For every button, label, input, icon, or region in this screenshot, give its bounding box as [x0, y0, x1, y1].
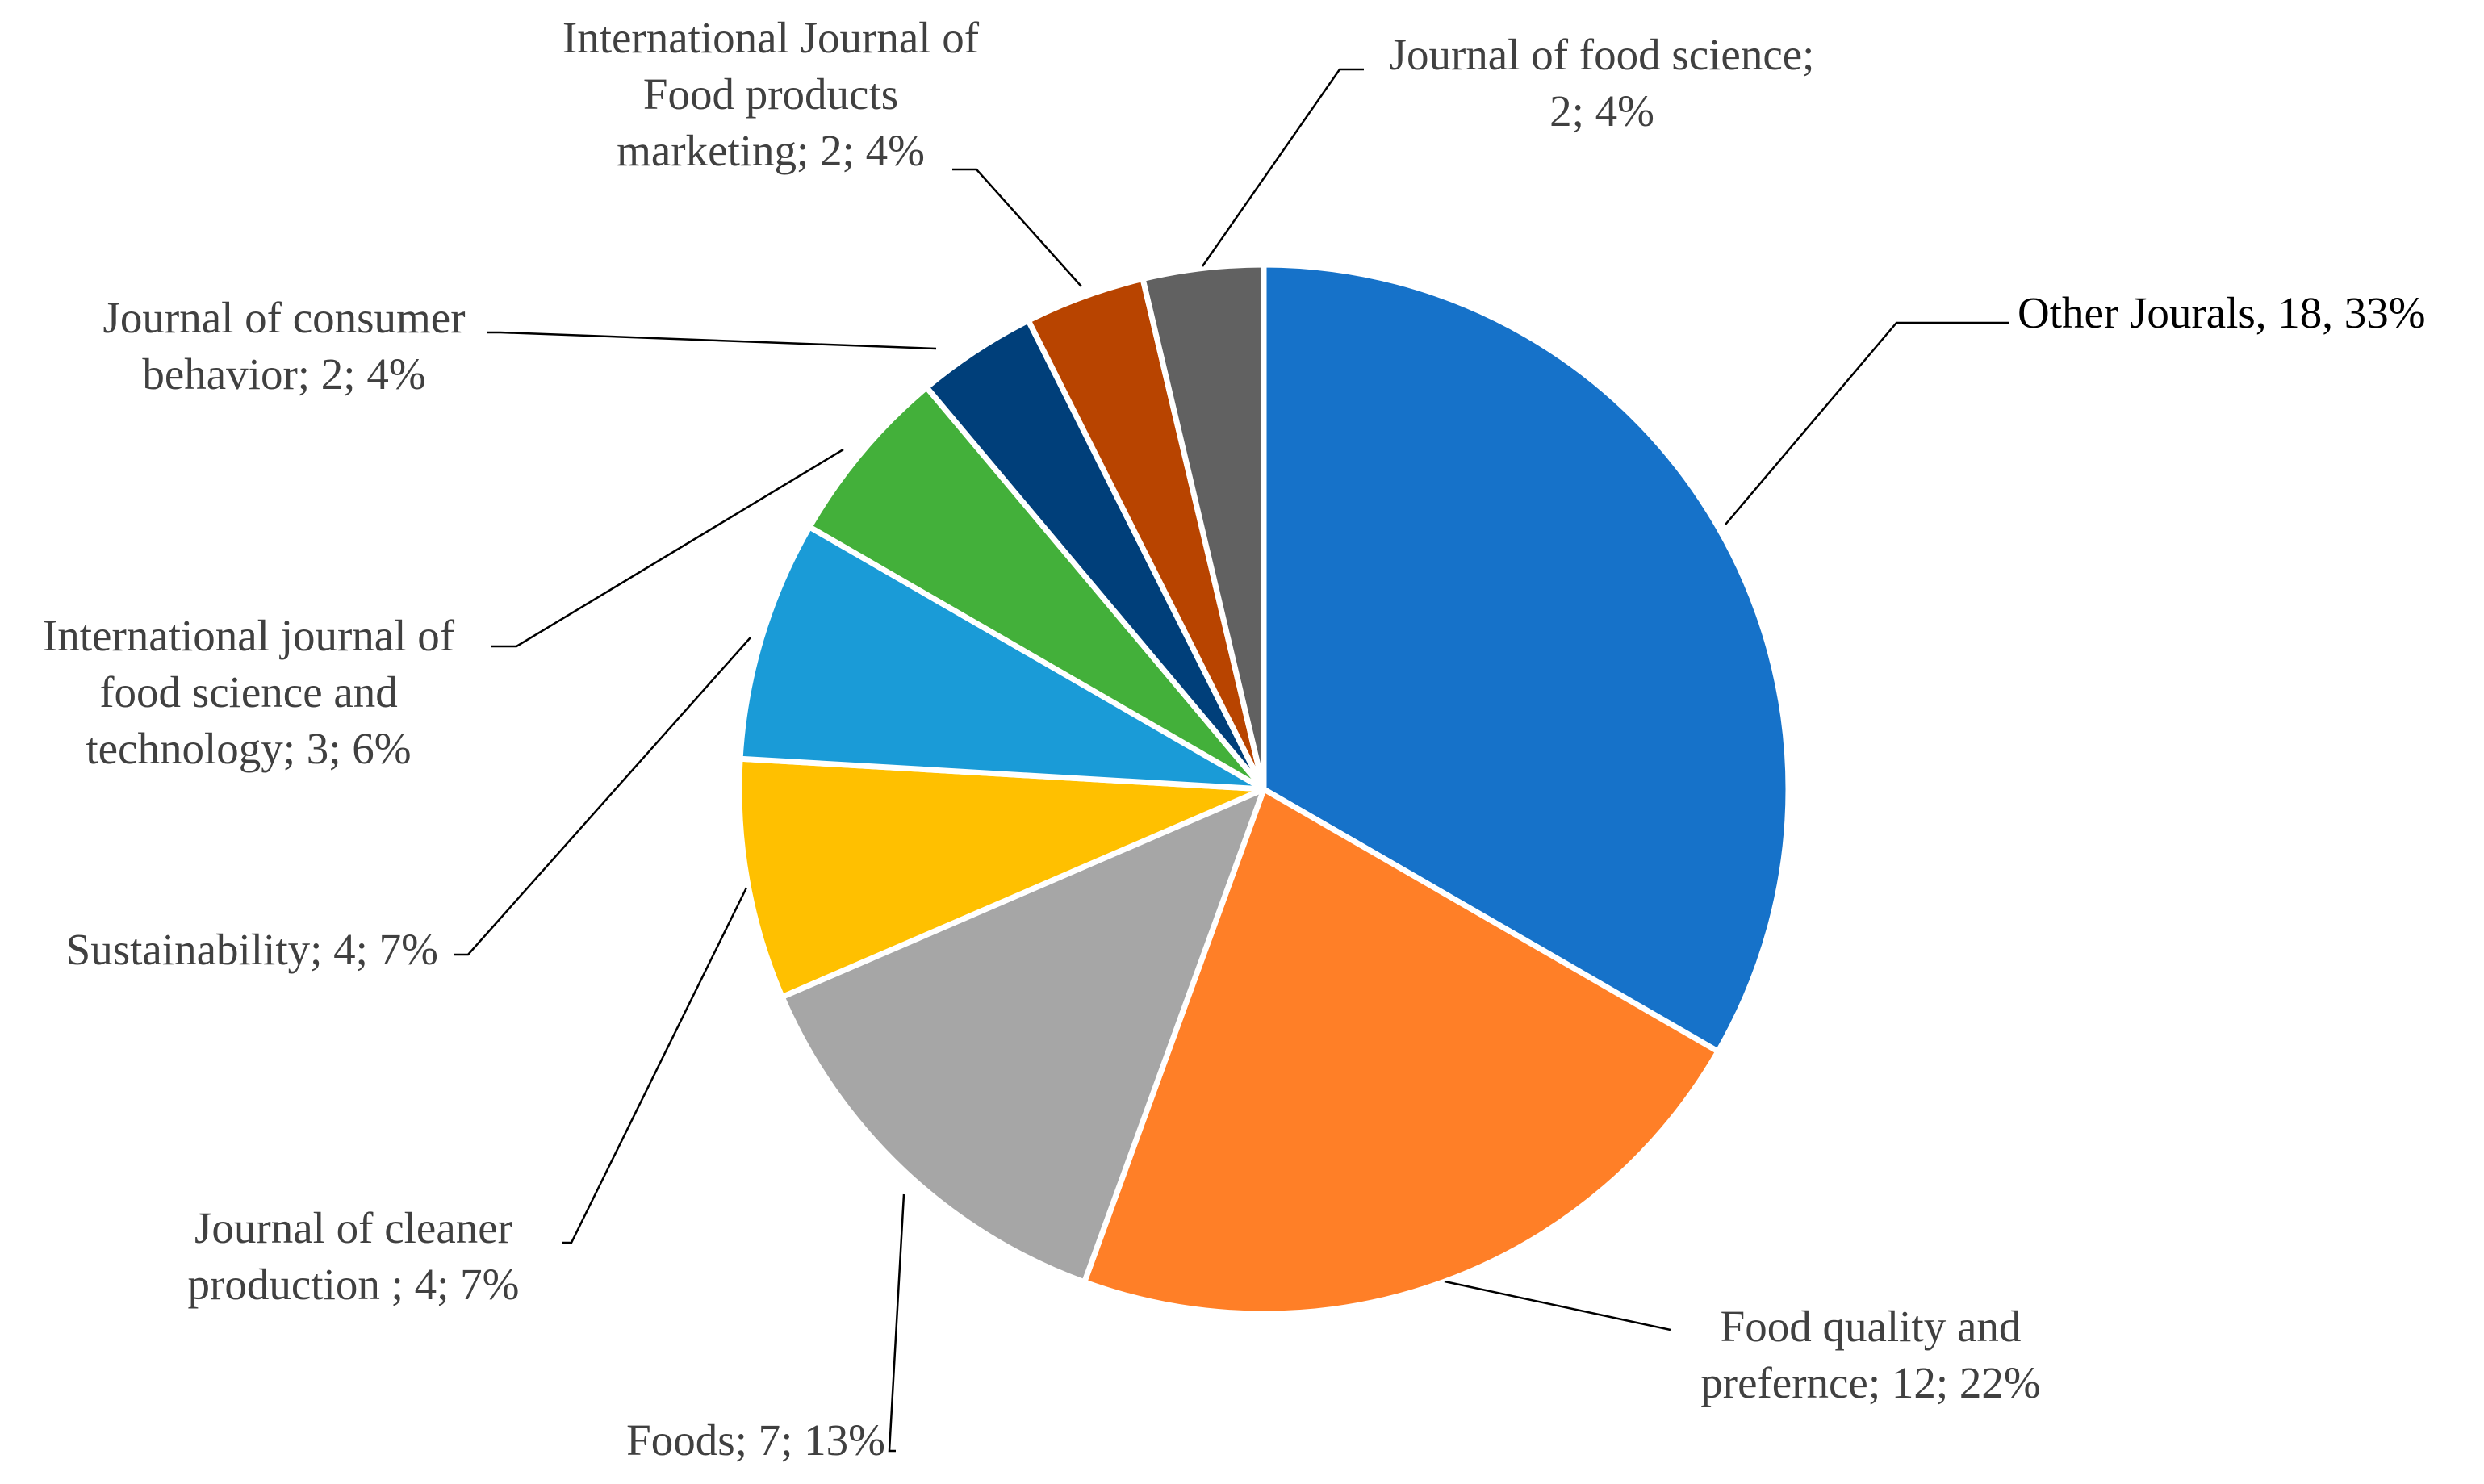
- data-label-line: prefernce; 12; 22%: [1700, 1358, 2040, 1407]
- data-label-3: Foods; 7; 13%: [626, 1415, 885, 1465]
- data-label-line: Foods; 7; 13%: [626, 1415, 885, 1465]
- data-label-5: Sustainability; 4; 7%: [66, 925, 438, 974]
- data-label-line: Journal of cleaner: [194, 1203, 512, 1252]
- pie-slice-5: [737, 524, 1267, 792]
- leader-line-1: [1725, 321, 2009, 525]
- data-label-line: International journal of: [43, 611, 455, 660]
- leader-line-3: [888, 1193, 905, 1453]
- data-labels: Other Jourals, 18, 33% Food quality and pr…: [43, 13, 2426, 1465]
- data-label-line: food science and: [99, 667, 398, 717]
- leader-line-4: [562, 887, 748, 1244]
- data-label-6: International journal of food science and…: [43, 611, 455, 773]
- leader-lines: [454, 68, 2009, 1453]
- pie-slice-6: [806, 384, 1267, 792]
- leader-line-7: [487, 331, 937, 350]
- data-label-line: 2; 4%: [1549, 86, 1654, 136]
- pie-slice-4: [736, 755, 1267, 1000]
- data-label-line: behavior; 2; 4%: [142, 349, 425, 399]
- data-label-1: Other Jourals, 18, 33%: [2018, 288, 2426, 337]
- data-label-line: Journal of consumer: [102, 293, 465, 342]
- pie-slices: [736, 261, 1792, 1317]
- leader-line-6: [491, 448, 844, 648]
- data-label-line: marketing; 2; 4%: [617, 126, 925, 175]
- data-label-7: Journal of consumer behavior; 2; 4%: [102, 293, 465, 399]
- leader-line-5: [454, 637, 751, 956]
- data-label-line: Sustainability; 4; 7%: [66, 925, 438, 974]
- data-label-line: Journal of food science;: [1390, 30, 1815, 79]
- data-label-2: Food quality and prefernce; 12; 22%: [1700, 1302, 2040, 1407]
- data-label-line: Food products: [643, 69, 898, 119]
- data-label-line: technology; 3; 6%: [86, 724, 411, 773]
- pie-slice-9: [1140, 261, 1267, 792]
- leader-line-9: [1201, 68, 1364, 267]
- data-label-8: International Journal of Food products mar…: [562, 13, 980, 175]
- data-label-line: International Journal of: [562, 13, 980, 62]
- pie-slice-3: [779, 786, 1267, 1285]
- data-label-line: Food quality and: [1721, 1302, 2022, 1351]
- pie-slice-1: [1261, 261, 1792, 1055]
- data-label-9: Journal of food science; 2; 4%: [1390, 30, 1815, 136]
- data-label-line: Other Jourals, 18, 33%: [2018, 288, 2426, 337]
- leader-line-2: [1444, 1280, 1671, 1331]
- leader-line-8: [952, 168, 1082, 287]
- data-label-4: Journal of cleaner production ; 4; 7%: [188, 1203, 520, 1309]
- pie-slice-2: [1081, 786, 1721, 1317]
- data-label-line: production ; 4; 7%: [188, 1260, 520, 1309]
